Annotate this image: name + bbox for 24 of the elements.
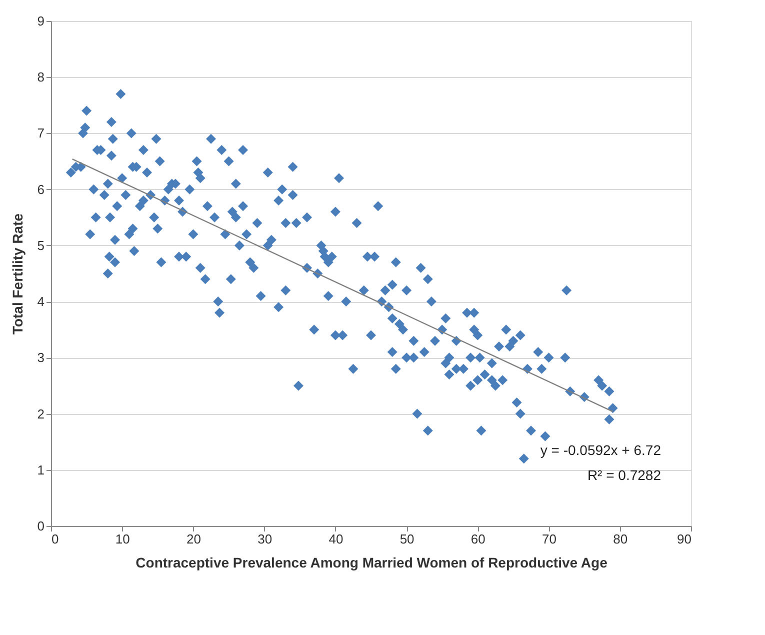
x-tick-label: 10 bbox=[115, 532, 130, 546]
x-tick-label: 40 bbox=[328, 532, 344, 546]
x-tick-label: 80 bbox=[613, 532, 628, 546]
y-tick-label: 8 bbox=[37, 70, 44, 85]
x-tick-label: 0 bbox=[52, 532, 59, 546]
y-tick-label: 1 bbox=[37, 462, 44, 478]
y-tick-label: 2 bbox=[37, 406, 44, 422]
y-tick-label: 5 bbox=[37, 238, 44, 253]
y-tick-label: 9 bbox=[37, 14, 44, 28]
y-tick-label: 4 bbox=[37, 294, 44, 310]
y-tick-label: 3 bbox=[37, 350, 44, 366]
x-tick-label: 60 bbox=[470, 532, 486, 546]
annotation: y = -0.0592x + 6.72 bbox=[540, 442, 662, 458]
x-axis-title: Contraceptive Prevalence Among Married Women of Reproductive Age bbox=[136, 554, 608, 570]
x-tick-label: 70 bbox=[542, 532, 557, 546]
x-tick-label: 20 bbox=[186, 532, 201, 546]
x-tick-label: 30 bbox=[258, 532, 272, 546]
x-tick-label: 90 bbox=[677, 532, 692, 546]
y-tick-label: 0 bbox=[37, 518, 44, 534]
x-tick-label: 50 bbox=[400, 532, 414, 546]
y-axis-title: Total Fertility Rate bbox=[9, 213, 26, 335]
annotation: R² = 0.7282 bbox=[587, 467, 662, 483]
y-tick-label: 6 bbox=[37, 182, 44, 197]
y-tick-label: 7 bbox=[37, 126, 44, 141]
